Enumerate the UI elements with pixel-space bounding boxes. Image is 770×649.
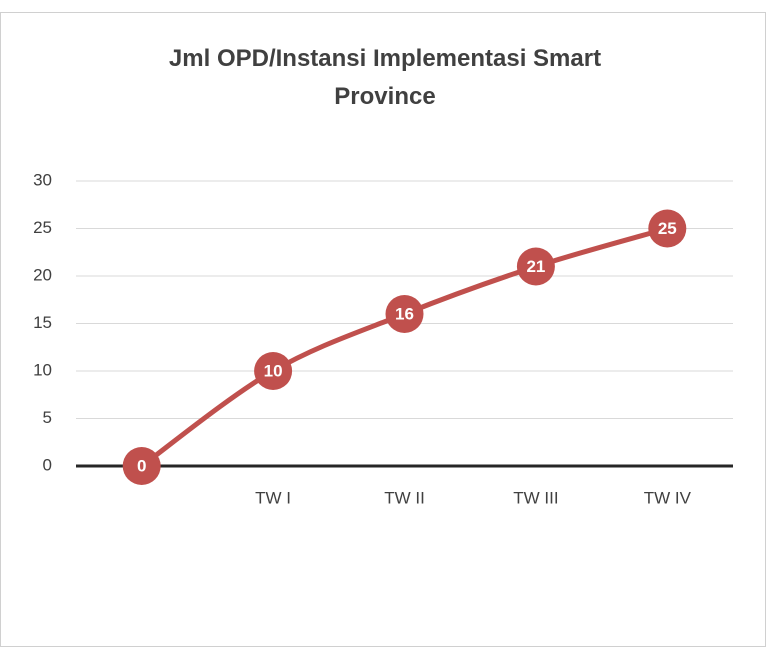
x-tick-label: TW IV xyxy=(644,488,692,507)
y-tick-label: 10 xyxy=(33,360,52,379)
point-marker xyxy=(385,295,424,333)
x-tick-label: TW III xyxy=(513,488,558,507)
x-tick-label: TW I xyxy=(255,488,291,507)
point-marker xyxy=(254,352,293,390)
chart-title: Jml OPD/Instansi Implementasi Smart Prov… xyxy=(168,45,602,110)
y-tick-label: 0 xyxy=(43,455,52,474)
data-label: 10 xyxy=(264,361,283,380)
data-label: 21 xyxy=(526,257,545,276)
data-label: 16 xyxy=(395,304,414,323)
chart-frame xyxy=(0,12,766,647)
data-label: 25 xyxy=(658,219,677,238)
y-tick-label: 30 xyxy=(33,170,52,189)
point-marker xyxy=(648,209,687,248)
y-tick-label: 20 xyxy=(33,265,52,284)
y-tick-label: 5 xyxy=(43,408,52,427)
y-tick-label: 15 xyxy=(33,313,52,332)
point-marker xyxy=(122,447,161,485)
data-label: 0 xyxy=(137,456,146,475)
series-line xyxy=(139,226,670,469)
x-tick-label: TW II xyxy=(384,488,425,507)
y-tick-label: 25 xyxy=(33,218,52,237)
point-marker xyxy=(516,247,555,286)
